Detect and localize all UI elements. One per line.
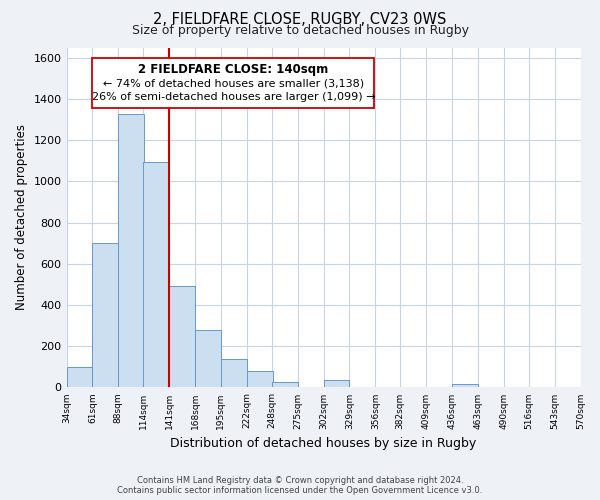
Bar bbox=[247, 372, 273, 388]
Bar bbox=[452, 384, 478, 388]
Bar bbox=[195, 330, 221, 388]
Bar bbox=[323, 380, 349, 388]
Y-axis label: Number of detached properties: Number of detached properties bbox=[15, 124, 28, 310]
Bar bbox=[272, 382, 298, 388]
Text: Contains HM Land Registry data © Crown copyright and database right 2024.
Contai: Contains HM Land Registry data © Crown c… bbox=[118, 476, 482, 495]
Text: 2, FIELDFARE CLOSE, RUGBY, CV23 0WS: 2, FIELDFARE CLOSE, RUGBY, CV23 0WS bbox=[154, 12, 446, 28]
Text: 2 FIELDFARE CLOSE: 140sqm: 2 FIELDFARE CLOSE: 140sqm bbox=[138, 62, 329, 76]
Text: ← 74% of detached houses are smaller (3,138): ← 74% of detached houses are smaller (3,… bbox=[103, 78, 364, 88]
Bar bbox=[143, 162, 169, 388]
Bar bbox=[92, 243, 118, 388]
X-axis label: Distribution of detached houses by size in Rugby: Distribution of detached houses by size … bbox=[170, 437, 476, 450]
Bar bbox=[169, 286, 195, 388]
Bar bbox=[221, 358, 247, 388]
Text: 26% of semi-detached houses are larger (1,099) →: 26% of semi-detached houses are larger (… bbox=[92, 92, 375, 102]
Bar bbox=[67, 367, 92, 388]
FancyBboxPatch shape bbox=[92, 58, 374, 108]
Bar bbox=[118, 114, 144, 388]
Text: Size of property relative to detached houses in Rugby: Size of property relative to detached ho… bbox=[131, 24, 469, 37]
